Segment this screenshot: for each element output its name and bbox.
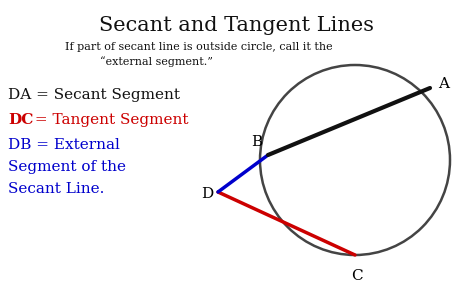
Text: DA = Secant Segment: DA = Secant Segment (8, 88, 180, 102)
Text: = Tangent Segment: = Tangent Segment (30, 113, 189, 127)
Text: If part of secant line is outside circle, call it the: If part of secant line is outside circle… (65, 42, 333, 52)
Text: Segment of the: Segment of the (8, 160, 126, 174)
Text: B: B (251, 135, 262, 149)
Text: A: A (438, 77, 449, 91)
Text: Secant and Tangent Lines: Secant and Tangent Lines (100, 16, 374, 35)
Text: D: D (201, 187, 213, 201)
Text: DC: DC (8, 113, 33, 127)
Text: Secant Line.: Secant Line. (8, 182, 104, 196)
Text: C: C (351, 269, 363, 281)
Text: DB = External: DB = External (8, 138, 120, 152)
Text: “external segment.”: “external segment.” (100, 56, 213, 67)
